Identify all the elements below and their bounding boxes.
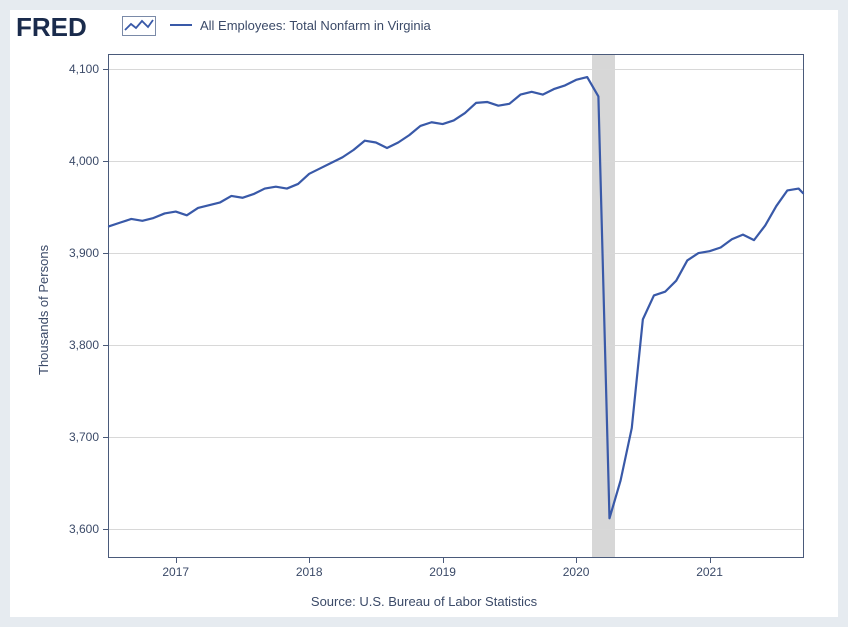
- y-tick-label: 3,700: [55, 430, 99, 444]
- x-tick-label: 2021: [680, 565, 740, 579]
- legend: All Employees: Total Nonfarm in Virginia: [170, 16, 431, 34]
- x-tick: [176, 557, 177, 563]
- fred-logo: FRED: [16, 12, 87, 43]
- x-tick: [576, 557, 577, 563]
- y-tick-label: 4,100: [55, 62, 99, 76]
- logo-chart-icon: [122, 16, 156, 36]
- legend-label: All Employees: Total Nonfarm in Virginia: [200, 18, 431, 33]
- x-tick-label: 2019: [413, 565, 473, 579]
- x-tick-label: 2017: [146, 565, 206, 579]
- source-text: Source: U.S. Bureau of Labor Statistics: [10, 594, 838, 609]
- x-tick: [309, 557, 310, 563]
- x-tick-label: 2020: [546, 565, 606, 579]
- y-tick-label: 3,900: [55, 246, 99, 260]
- x-tick: [710, 557, 711, 563]
- y-tick-label: 3,800: [55, 338, 99, 352]
- y-axis-label: Thousands of Persons: [36, 245, 51, 375]
- chart-plot-area: 3,6003,7003,8003,9004,0004,1002017201820…: [108, 54, 804, 558]
- legend-swatch: [170, 24, 192, 26]
- x-tick-label: 2018: [279, 565, 339, 579]
- y-tick-label: 4,000: [55, 154, 99, 168]
- series-line: [109, 55, 803, 557]
- y-tick-label: 3,600: [55, 522, 99, 536]
- x-tick: [443, 557, 444, 563]
